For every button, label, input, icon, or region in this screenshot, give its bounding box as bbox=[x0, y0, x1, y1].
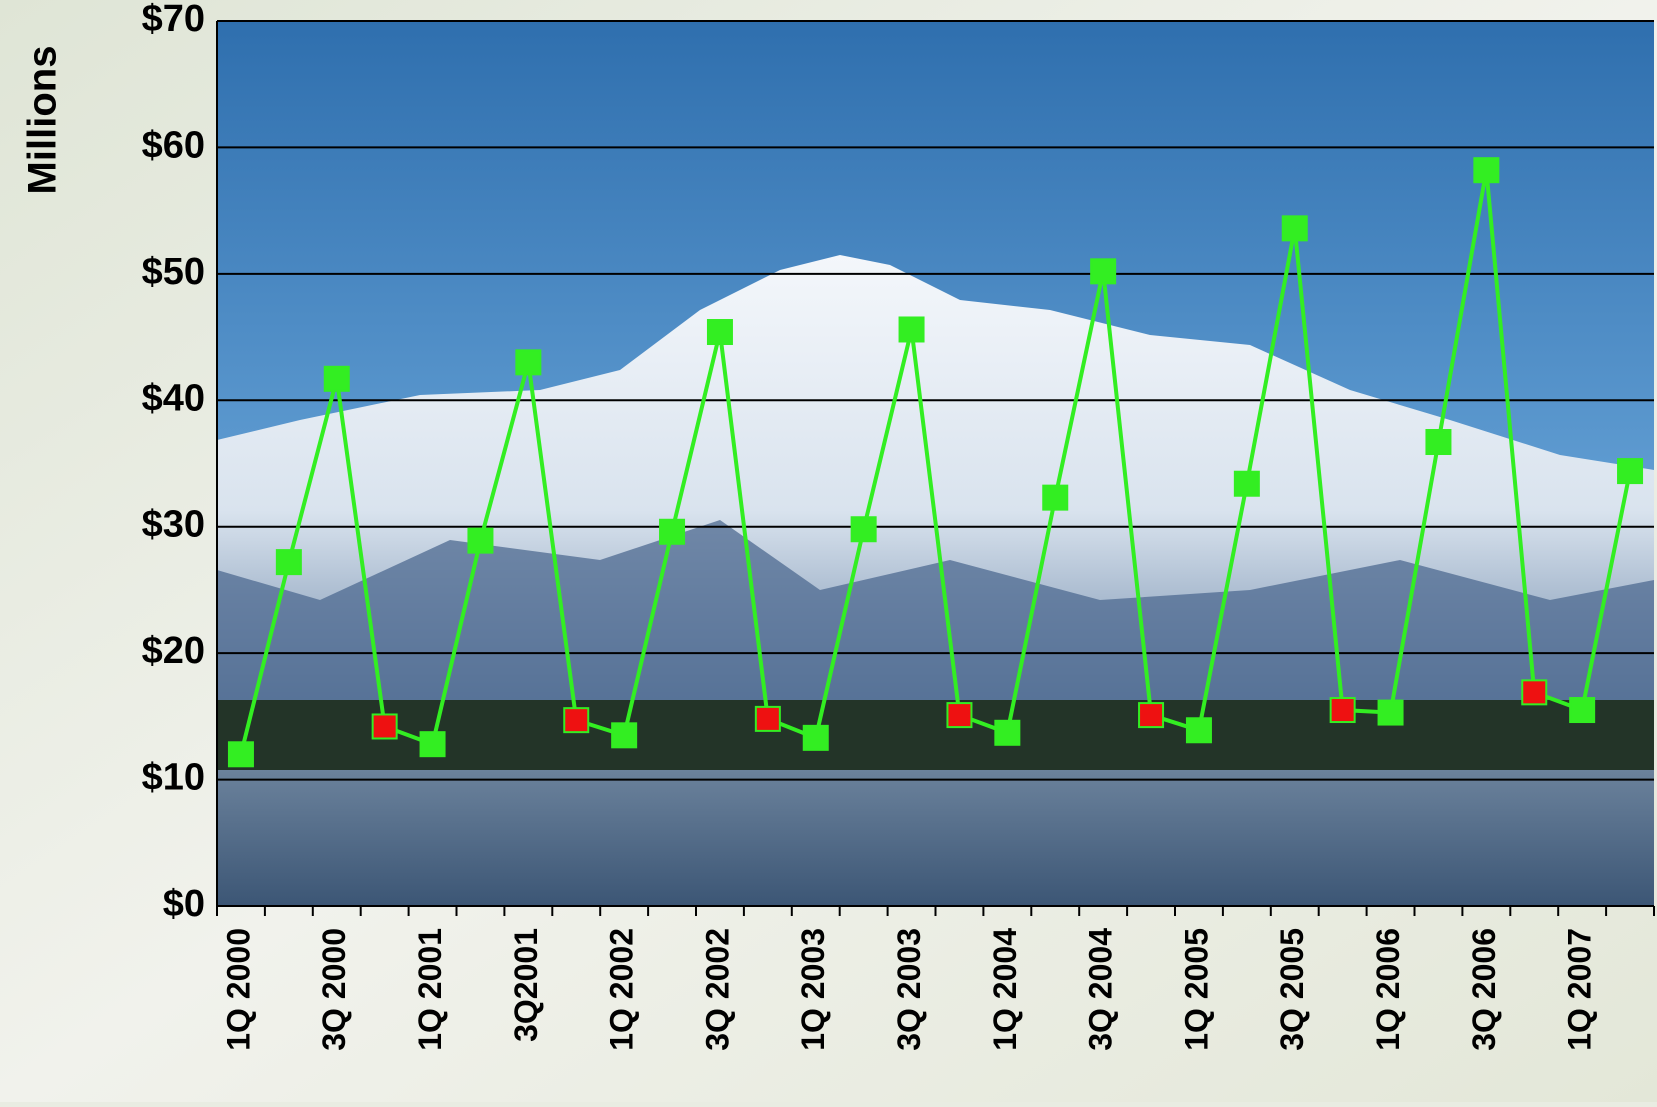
y-tick-label: $10 bbox=[142, 757, 205, 799]
x-tick-label: 3Q 2006 bbox=[1466, 928, 1502, 1051]
x-tick-label: 1Q 2003 bbox=[795, 928, 831, 1051]
marker bbox=[1138, 702, 1165, 729]
y-tick-label: $60 bbox=[142, 124, 205, 166]
marker bbox=[1329, 697, 1356, 724]
marker bbox=[1281, 215, 1308, 242]
x-tick-label: 1Q 2006 bbox=[1370, 928, 1406, 1051]
marker bbox=[1617, 458, 1644, 485]
marker bbox=[1090, 258, 1117, 285]
photo bbox=[217, 21, 1654, 906]
marker bbox=[275, 549, 302, 576]
marker bbox=[419, 731, 446, 758]
marker bbox=[227, 741, 254, 768]
marker bbox=[850, 516, 877, 543]
marker bbox=[1425, 429, 1452, 456]
marker bbox=[898, 316, 925, 343]
x-tick-label: 1Q 2007 bbox=[1562, 928, 1598, 1051]
marker bbox=[371, 713, 398, 740]
marker bbox=[1377, 699, 1404, 726]
marker bbox=[323, 365, 350, 392]
marker bbox=[1473, 157, 1500, 184]
x-tick-label: 3Q 2002 bbox=[699, 928, 735, 1051]
marker bbox=[1569, 697, 1596, 724]
x-tick-label: 1Q 2000 bbox=[220, 928, 256, 1051]
marker bbox=[802, 724, 829, 751]
marker bbox=[706, 319, 733, 346]
x-tick-label: 3Q2001 bbox=[508, 928, 544, 1042]
marker bbox=[1521, 679, 1548, 706]
marker bbox=[946, 702, 973, 729]
marker bbox=[1185, 717, 1212, 744]
y-tick-label: $40 bbox=[142, 377, 205, 419]
x-tick-label: 1Q 2001 bbox=[412, 928, 448, 1051]
x-tick-label: 1Q 2005 bbox=[1178, 928, 1214, 1051]
y-tick-label: $30 bbox=[142, 504, 205, 546]
marker bbox=[563, 707, 590, 734]
y-tick-label: $20 bbox=[142, 630, 205, 672]
y-axis-label: Millions bbox=[21, 46, 65, 195]
y-tick-label: $0 bbox=[163, 883, 205, 925]
marker bbox=[994, 719, 1021, 746]
y-tick-label: $50 bbox=[142, 251, 205, 293]
y-tick-label: $70 bbox=[142, 0, 205, 40]
marker bbox=[1233, 470, 1260, 497]
marker bbox=[515, 349, 542, 376]
x-tick-label: 3Q 2004 bbox=[1083, 928, 1119, 1051]
marker bbox=[467, 527, 494, 554]
x-tick-label: 3Q 2003 bbox=[891, 928, 927, 1051]
series-line bbox=[239, 169, 1633, 755]
marker bbox=[1042, 484, 1069, 511]
marker bbox=[754, 705, 781, 732]
x-tick-label: 1Q 2004 bbox=[987, 928, 1023, 1051]
marker bbox=[611, 722, 638, 749]
marker bbox=[659, 518, 686, 545]
x-tick-label: 1Q 2002 bbox=[604, 928, 640, 1051]
x-tick-label: 3Q 2000 bbox=[316, 928, 352, 1051]
x-tick-label: 3Q 2005 bbox=[1274, 928, 1310, 1051]
